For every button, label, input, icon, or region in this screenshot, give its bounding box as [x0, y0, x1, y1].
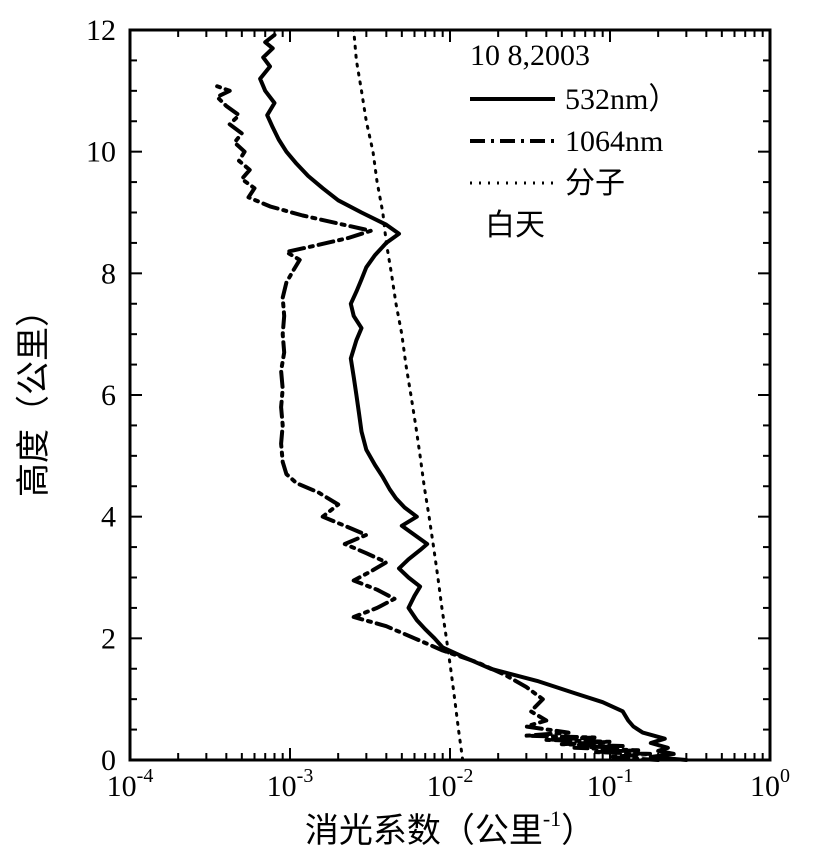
y-tick-label: 6: [101, 379, 116, 412]
y-axis-label: 高度（公里）: [15, 293, 53, 497]
y-tick-label: 12: [86, 14, 116, 47]
x-tick-label: 10-3: [267, 765, 314, 803]
legend-label-text: 1064nm: [565, 125, 663, 158]
x-tick-label: 100: [750, 765, 790, 803]
y-tick-label: 4: [101, 501, 116, 534]
y-tick-label: 0: [101, 744, 116, 777]
legend-label-text: 分子: [565, 167, 625, 200]
legend-note: 白天: [485, 209, 545, 242]
y-tick-label: 2: [101, 622, 116, 655]
legend-header: 10 8,2003: [470, 39, 590, 72]
y-tick-label: 8: [101, 257, 116, 290]
x-tick-label: 10-2: [427, 765, 474, 803]
y-tick-label: 10: [86, 136, 116, 169]
x-axis-label: 消光系数（公里-1）: [305, 806, 595, 850]
legend-label-text: 532nm）: [565, 83, 678, 116]
x-tick-label: 10-1: [587, 765, 634, 803]
extinction-profile-chart: 10-410-310-210-110002468101210 8,2003532…: [0, 0, 816, 860]
